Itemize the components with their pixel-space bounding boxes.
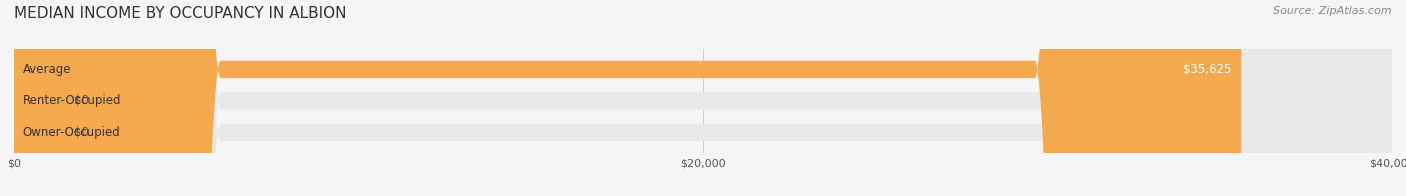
FancyBboxPatch shape	[14, 0, 63, 196]
Text: $0: $0	[75, 126, 89, 139]
Text: $0: $0	[75, 94, 89, 107]
Text: Renter-Occupied: Renter-Occupied	[22, 94, 121, 107]
Text: Average: Average	[22, 63, 72, 76]
FancyBboxPatch shape	[14, 0, 1392, 196]
FancyBboxPatch shape	[14, 0, 1241, 196]
FancyBboxPatch shape	[14, 0, 1392, 196]
FancyBboxPatch shape	[14, 0, 63, 196]
Text: Owner-Occupied: Owner-Occupied	[22, 126, 121, 139]
Text: MEDIAN INCOME BY OCCUPANCY IN ALBION: MEDIAN INCOME BY OCCUPANCY IN ALBION	[14, 6, 346, 21]
FancyBboxPatch shape	[14, 0, 1392, 196]
Text: Source: ZipAtlas.com: Source: ZipAtlas.com	[1274, 6, 1392, 16]
Text: $35,625: $35,625	[1182, 63, 1230, 76]
